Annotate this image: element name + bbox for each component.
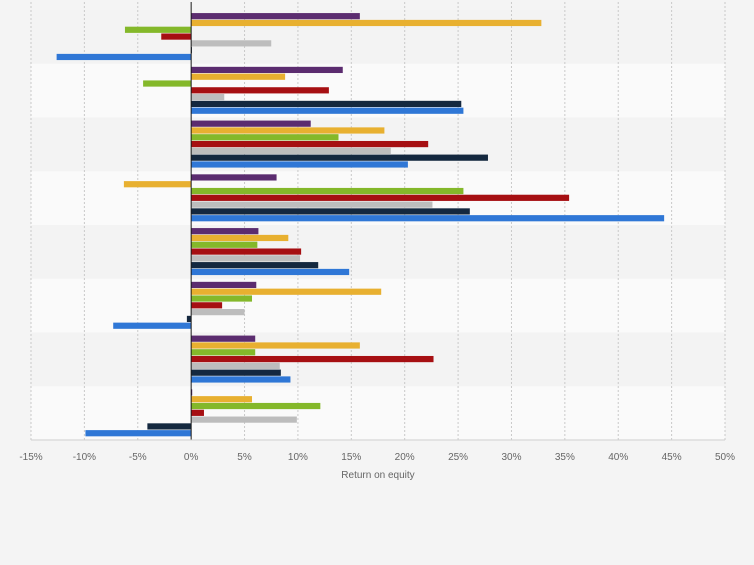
bar: [191, 416, 297, 423]
bar: [191, 288, 382, 295]
bar: [191, 268, 350, 276]
bar: [191, 94, 225, 101]
x-tick-label: 40%: [608, 452, 628, 463]
x-tick-label: 20%: [395, 452, 415, 463]
x-tick-label: 25%: [448, 452, 468, 463]
bar: [147, 423, 192, 430]
bar: [85, 430, 192, 437]
bar: [191, 134, 339, 141]
bar: [191, 187, 464, 195]
x-tick-label: 45%: [662, 452, 682, 463]
bar: [191, 362, 280, 369]
bar: [191, 107, 464, 114]
bar: [191, 201, 433, 208]
bar: [191, 241, 258, 248]
x-tick-label: 10%: [288, 452, 308, 463]
bar: [191, 335, 256, 342]
x-tick-label: 30%: [501, 452, 521, 463]
x-tick-label: 35%: [555, 452, 575, 463]
bar: [123, 181, 192, 188]
bar: [191, 281, 257, 289]
bar: [191, 100, 462, 108]
bar: [191, 66, 343, 74]
bar: [56, 53, 192, 61]
bar: [191, 355, 434, 363]
bar: [191, 194, 570, 201]
x-tick-label: 50%: [715, 452, 735, 463]
bar: [124, 26, 192, 33]
bar: [191, 215, 665, 222]
x-tick-label: 0%: [184, 452, 199, 463]
bar: [191, 248, 302, 255]
bar: [191, 342, 360, 349]
bar: [191, 161, 408, 168]
x-axis-title: Return on equity: [341, 470, 414, 481]
x-tick-label: -5%: [129, 452, 147, 463]
bar: [191, 396, 253, 403]
bar: [191, 309, 245, 316]
bar: [191, 389, 193, 396]
bar: [191, 140, 429, 148]
bar: [191, 13, 360, 20]
bar: [113, 322, 192, 329]
x-tick-label: -15%: [19, 452, 42, 463]
bar: [191, 228, 259, 235]
x-tick-label: 15%: [341, 452, 361, 463]
bar: [191, 208, 470, 215]
bar: [186, 315, 192, 323]
x-tick-label: 5%: [237, 452, 252, 463]
bar: [191, 349, 256, 356]
bar: [191, 255, 301, 262]
bar: [191, 402, 321, 410]
bar: [191, 87, 329, 94]
bar: [191, 369, 281, 376]
bar: [191, 302, 223, 309]
bar: [191, 120, 311, 127]
bar: [191, 174, 277, 181]
bar: [191, 127, 385, 134]
bar: [191, 147, 391, 154]
category-band: [31, 225, 725, 279]
bar: [191, 40, 272, 47]
bar: [191, 234, 289, 242]
bar: [143, 80, 192, 87]
bar: [191, 262, 319, 269]
x-tick-label: -10%: [73, 452, 96, 463]
bar: [191, 19, 542, 27]
bar: [191, 73, 286, 80]
bar: [191, 295, 253, 302]
bar: [191, 376, 291, 383]
bar: [191, 409, 204, 416]
bar: [191, 154, 488, 161]
bar: [161, 33, 192, 40]
